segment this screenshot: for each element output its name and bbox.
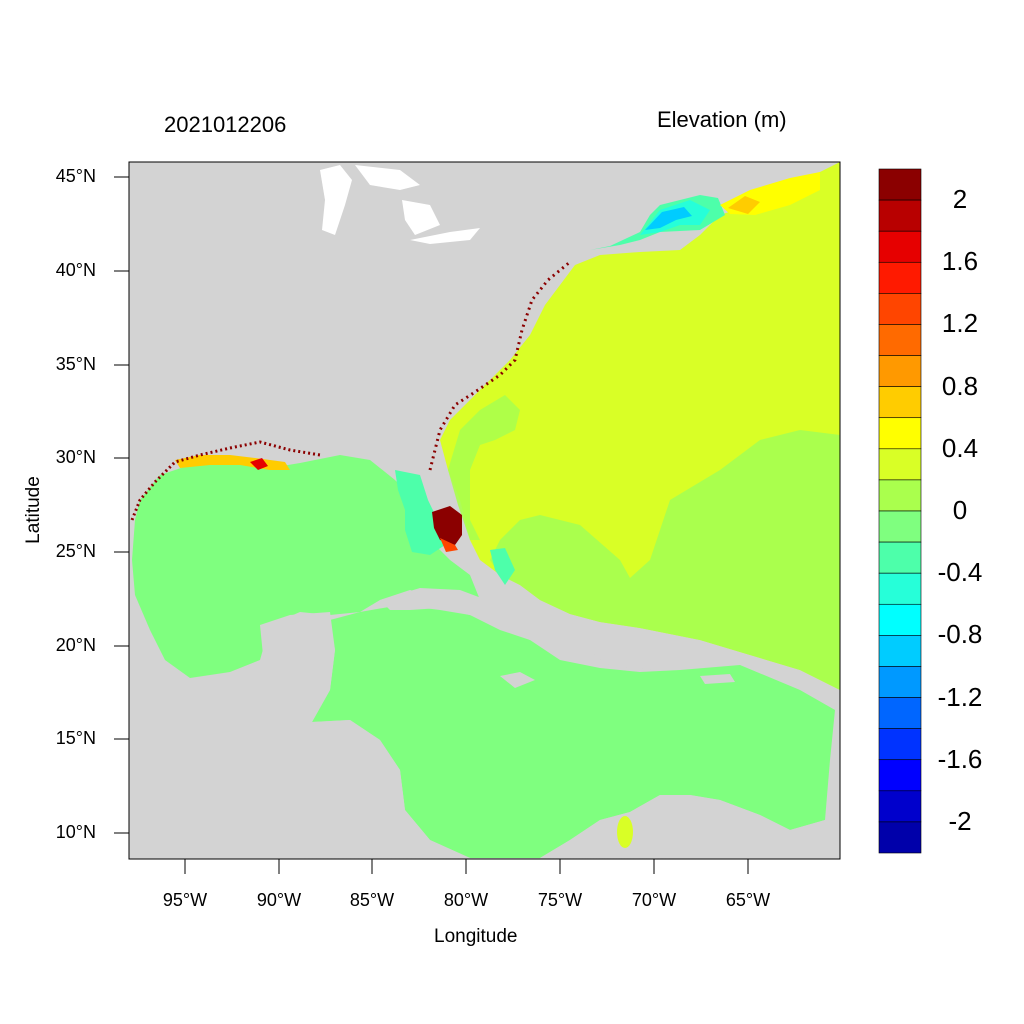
y-tick-label: 20°N (55, 635, 96, 655)
y-tick-label: 45°N (55, 166, 96, 186)
colorbar-label: -2 (948, 805, 972, 836)
map-variable-label: Elevation (m) (657, 107, 787, 132)
colorbar-swatch (878, 230, 922, 263)
colorbar-swatch (878, 572, 922, 605)
caribbean-sea-region (312, 605, 835, 858)
sw-florida-surge-edge (440, 538, 458, 552)
hispaniola-landmass (590, 645, 670, 670)
map-time-label: 2021012206 (164, 112, 287, 137)
lake-maracaibo (617, 816, 633, 848)
colorbar-swatch (878, 293, 922, 325)
colorbar-label: 0.8 (941, 370, 979, 401)
x-tick-label: 95°W (162, 890, 208, 910)
map-plot-area (129, 162, 840, 859)
yucatan-landmass (260, 612, 335, 722)
x-tick-label: 85°W (349, 890, 395, 910)
y-tick-label: 15°N (55, 728, 96, 748)
colorbar-swatch (878, 603, 922, 636)
colorbar-swatch (878, 697, 922, 729)
gulf-of-mexico-region (132, 455, 480, 678)
cuba-landmass (380, 588, 575, 645)
colorbar-label: 0 (952, 495, 968, 525)
louisiana-coast-core (250, 458, 268, 470)
gulf-of-maine-core (645, 207, 692, 230)
colorbar-swatch (878, 324, 922, 356)
map-frame (128, 161, 841, 860)
colorbar-label: 1.6 (941, 246, 979, 277)
y-tick-label: 35°N (55, 354, 96, 374)
colorbar-swatch (878, 386, 922, 419)
y-axis-title: Latitude (23, 476, 44, 544)
y-tick-label: 10°N (55, 822, 96, 842)
central-america-landmass (129, 720, 470, 859)
subtropical-atlantic-region (490, 430, 840, 690)
colorbar-swatch (878, 168, 922, 201)
gulf-stream-band (448, 395, 520, 540)
west-florida-shelf (395, 470, 445, 555)
x-axis-title: Longitude (434, 926, 518, 947)
colorbar-swatch (878, 790, 922, 823)
x-tick-label: 65°W (725, 890, 771, 910)
y-axis-ticks (114, 176, 129, 834)
colorbar-label: 2 (952, 184, 968, 215)
colorbar-label: -1.6 (937, 743, 983, 774)
texas-coast-flooding (130, 440, 321, 521)
x-tick-label: 70°W (631, 890, 677, 910)
colorbar-swatch (878, 261, 922, 294)
y-tick-label: 40°N (55, 260, 96, 280)
sw-florida-surge (432, 506, 462, 545)
colorbar-swatch (878, 635, 922, 667)
jamaica-landmass (500, 672, 535, 688)
nova-scotia-core (728, 196, 760, 214)
colorbar-label: 1.2 (941, 308, 979, 339)
colorbar-swatch (878, 821, 922, 854)
colorbar-swatch (878, 417, 922, 450)
colorbar-swatch (878, 510, 922, 543)
colorbar-label: 0.4 (941, 432, 979, 463)
great-lakes (320, 165, 480, 244)
colorbar-label: -1.2 (937, 681, 983, 712)
x-tick-label: 75°W (537, 890, 583, 910)
colorbar-swatch (878, 448, 922, 481)
colorbar (878, 168, 922, 854)
colorbar-label: -0.4 (937, 557, 983, 588)
colorbar-label: -0.8 (937, 619, 983, 650)
bahamas-shallows (490, 548, 515, 585)
x-tick-label: 80°W (443, 890, 489, 910)
y-tick-label: 30°N (55, 447, 96, 467)
y-tick-label: 25°N (55, 541, 96, 561)
puerto-rico-landmass (700, 674, 735, 684)
x-axis-ticks (184, 859, 749, 874)
south-america-landmass (540, 795, 840, 859)
colorbar-swatch (878, 355, 922, 387)
east-coast-flooding (428, 260, 571, 471)
x-tick-label: 90°W (256, 890, 302, 910)
